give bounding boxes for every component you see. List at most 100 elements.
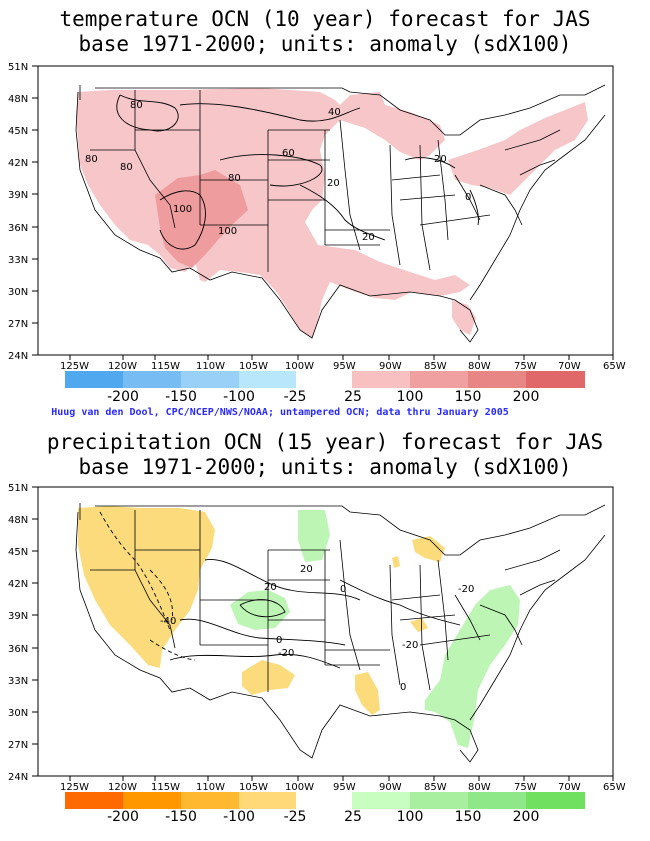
temperature-legend-label: 200 xyxy=(512,389,540,405)
precipitation-map-frame xyxy=(37,486,614,777)
temperature-legend-swatch-pos-100 xyxy=(410,371,468,388)
precipitation-legend-label: -25 xyxy=(283,809,307,825)
precipitation-contour-lines xyxy=(169,559,461,669)
temperature-contour-label: 80 xyxy=(85,154,98,165)
precipitation-legend-label: 25 xyxy=(344,809,362,825)
precipitation-lat-label: 36N xyxy=(8,644,28,655)
temperature-lat-label: 45N xyxy=(8,126,28,137)
precipitation-dashed-contours xyxy=(99,511,196,661)
temperature-legend-swatch-pos-25 xyxy=(352,371,410,388)
temperature-lon-label: 125W xyxy=(60,361,89,372)
precipitation-lon-label: 125W xyxy=(60,782,89,793)
precipitation-anomaly-wet-plains xyxy=(230,590,290,630)
temperature-legend-swatch-pos-150 xyxy=(468,371,526,388)
precipitation-lon-label: 120W xyxy=(108,782,137,793)
temperature-contour-label: 0 xyxy=(465,192,471,203)
temperature-anomaly-west xyxy=(76,88,470,338)
temperature-state-boundaries xyxy=(75,84,606,343)
temperature-lon-label: 105W xyxy=(239,361,268,372)
precipitation-lat-label: 30N xyxy=(8,708,28,719)
temperature-legend-swatch-neg-200 xyxy=(65,371,123,388)
temperature-legend-label: 25 xyxy=(344,389,362,405)
temperature-lat-label: 24N xyxy=(8,351,28,362)
precipitation-title-line2: base 1971-2000; units: anomaly (sdX100) xyxy=(78,455,572,479)
precipitation-state-boundaries xyxy=(75,503,606,763)
precipitation-anomaly-dry-mississippi xyxy=(355,672,380,715)
precipitation-lat-label: 48N xyxy=(8,515,28,526)
temperature-title-line2: base 1971-2000; units: anomaly (sdX100) xyxy=(78,32,572,56)
temperature-anomaly-strong-southwest xyxy=(155,170,248,268)
temperature-legend-swatch-neg-25 xyxy=(239,371,296,388)
precipitation-lat-label: 51N xyxy=(8,483,28,494)
precipitation-lat-label: 33N xyxy=(8,676,28,687)
temperature-lon-label: 80W xyxy=(468,361,491,372)
precipitation-lon-label: 90W xyxy=(379,782,402,793)
precipitation-legend-label: 100 xyxy=(396,809,424,825)
precipitation-contour-label: 20 xyxy=(264,582,277,593)
temperature-lon-label: 120W xyxy=(108,361,137,372)
temperature-legend-swatch-neg-100 xyxy=(181,371,239,388)
precipitation-legend-bar xyxy=(65,792,585,809)
temperature-legend-label: -150 xyxy=(165,389,197,405)
temperature-lon-label: 65W xyxy=(603,361,626,372)
precipitation-lon-label: 95W xyxy=(333,782,356,793)
temperature-lat-label: 33N xyxy=(8,255,28,266)
precipitation-contour-label-group: 20 -20 0 20 -40 0 -20 -20 0 xyxy=(160,564,474,693)
precipitation-contour-label: 0 xyxy=(400,682,406,693)
precipitation-legend-swatch-neg-100 xyxy=(181,792,239,809)
temperature-legend-label: 100 xyxy=(396,389,424,405)
temperature-legend-label: 150 xyxy=(454,389,482,405)
precipitation-lon-axis: 125W 120W 115W 110W 105W 100W 95W 90W 85… xyxy=(60,776,626,793)
temperature-contour-label: 80 xyxy=(228,173,241,184)
temperature-contour-label-group: 80 40 80 80 60 20 20 80 100 0 100 20 xyxy=(85,100,471,243)
precipitation-contour-label: -40 xyxy=(160,616,176,627)
temperature-contour-lines xyxy=(116,94,479,250)
temperature-legend-label: -200 xyxy=(107,389,139,405)
temperature-legend-swatch-neg-150 xyxy=(123,371,181,388)
temperature-lat-label: 42N xyxy=(8,158,28,169)
temperature-lat-label: 51N xyxy=(8,62,28,73)
temperature-lon-axis: 125W 120W 115W 110W 105W 100W 95W 90W 85… xyxy=(60,355,626,372)
precipitation-lon-label: 110W xyxy=(196,782,225,793)
temperature-lat-label: 39N xyxy=(8,190,28,201)
precipitation-legend-swatch-neg-150 xyxy=(123,792,181,809)
precipitation-lat-label: 24N xyxy=(8,772,28,783)
precipitation-lat-label: 45N xyxy=(8,547,28,558)
temperature-lat-axis: 51N 48N 45N 42N 39N 36N 33N 30N 27N 24N xyxy=(8,62,38,362)
precipitation-anomaly-regions xyxy=(78,506,520,748)
precipitation-anomaly-dry-illinois xyxy=(392,556,400,568)
temperature-lon-label: 110W xyxy=(196,361,225,372)
temperature-lat-label: 48N xyxy=(8,94,28,105)
temperature-lat-label: 36N xyxy=(8,223,28,234)
precipitation-legend-swatch-pos-200 xyxy=(526,792,585,809)
precipitation-lon-label: 85W xyxy=(424,782,447,793)
precipitation-anomaly-wet-east xyxy=(425,585,520,748)
precipitation-contour-label: 0 xyxy=(276,635,282,646)
precipitation-legend-label: -150 xyxy=(165,809,197,825)
temperature-lon-label: 70W xyxy=(558,361,581,372)
temperature-title-line1: temperature OCN (10 year) forecast for J… xyxy=(59,7,591,31)
precipitation-lon-label: 70W xyxy=(558,782,581,793)
precipitation-legend-swatch-neg-200 xyxy=(65,792,123,809)
temperature-legend-label: -100 xyxy=(223,389,255,405)
temperature-contour-label: 80 xyxy=(130,100,143,111)
temperature-lat-label: 27N xyxy=(8,319,28,330)
temperature-contour-label: 60 xyxy=(282,148,295,159)
temperature-anomaly-regions xyxy=(76,88,588,338)
credit-line: Huug van den Dool, CPC/NCEP/NWS/NOAA; un… xyxy=(51,407,509,418)
temperature-contour-label: 20 xyxy=(362,232,375,243)
precipitation-anomaly-dry-west xyxy=(78,506,215,668)
precipitation-legend-label: 200 xyxy=(512,809,540,825)
temperature-lon-label: 95W xyxy=(333,361,356,372)
precipitation-lon-label: 75W xyxy=(514,782,537,793)
precipitation-lat-label: 27N xyxy=(8,740,28,751)
temperature-lon-label: 90W xyxy=(379,361,402,372)
precipitation-legend-label: -200 xyxy=(107,809,139,825)
temperature-lon-label: 85W xyxy=(424,361,447,372)
precipitation-lat-label: 42N xyxy=(8,579,28,590)
precipitation-contour-label: 20 xyxy=(300,564,313,575)
precipitation-lat-axis: 51N 48N 45N 42N 39N 36N 33N 30N 27N 24N xyxy=(8,483,38,783)
precipitation-anomaly-dry-tennessee xyxy=(410,618,428,632)
temperature-anomaly-florida xyxy=(452,300,476,335)
precipitation-legend-swatch-neg-25 xyxy=(239,792,296,809)
